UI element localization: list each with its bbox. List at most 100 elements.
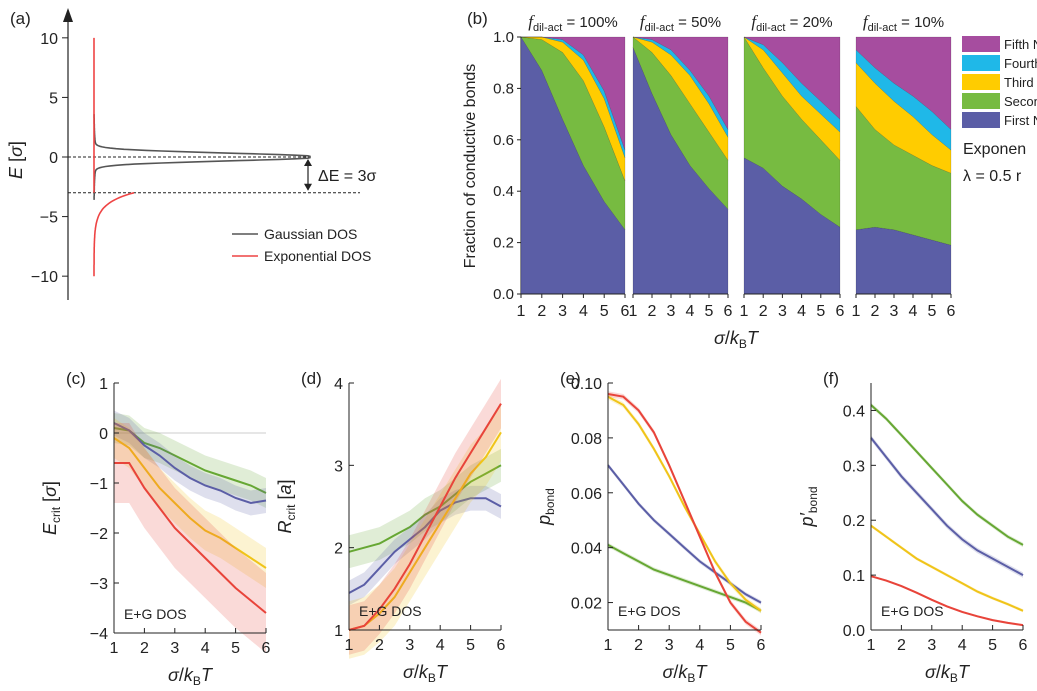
series-line [113,437,267,569]
series-line [870,575,1024,627]
legend-label: Fifth N [1004,37,1037,52]
x-tick-label: 5 [816,303,825,320]
x-tick-label: 1 [852,303,861,320]
y-axis-label: Rcrit [a] [275,479,298,533]
subplot-title: fdil-act = 10% [863,12,944,34]
x-tick-label: 5 [705,303,714,320]
x-tick-label: 1 [345,637,354,654]
y-tick-label: 0.6 [493,132,514,149]
series-line [348,431,502,631]
note-label: E+G DOS [618,603,681,619]
series-line [607,464,762,604]
x-tick-label: 2 [648,303,657,320]
legend-swatch [962,112,1000,128]
x-tick-label: 1 [740,303,749,320]
x-axis-label: σ/kBT [168,665,214,688]
legend-label: Secon [1004,94,1037,109]
x-tick-label: 3 [665,637,674,654]
x-tick-label: 2 [871,303,880,320]
series-band [608,542,761,613]
legend-label: Third [1004,75,1034,90]
stacked-area-layer [632,36,729,139]
stacked-area-layer [632,36,729,162]
panel-label: (f) [823,369,839,388]
series-line [348,497,502,594]
x-tick-label: 5 [466,637,475,654]
y-tick-label: 1 [99,376,108,393]
x-tick-label: 6 [947,303,956,320]
y-tick-label: 0.02 [571,596,602,613]
y-tick-label: 0.4 [843,403,865,420]
panel-b: (b) 0.0 0.2 0.4 0.6 0.8 1.0 Fraction of conduct… [462,9,1037,351]
x-tick-label: 3 [927,637,936,654]
panel-label: (e) [560,369,581,388]
y-tick-label: −2 [90,526,108,543]
x-tick-label: 3 [170,640,179,657]
legend-swatch [962,55,1000,71]
x-tick-label: 1 [867,637,876,654]
panel-a: (a) 10 5 0 −5 −10 E [σ] ΔE = 3σ Gaussian DOS Expo… [6,8,376,300]
series-line [870,524,1024,612]
series-band [871,435,1023,578]
x-tick-label: 1 [629,303,638,320]
stacked-area-layer [521,36,626,151]
y-tick-label: 3 [334,458,343,475]
series-band [349,378,501,655]
x-tick-label: 3 [558,303,567,320]
y-tick-label: 4 [334,376,343,393]
x-tick-label: 2 [537,303,546,320]
series-line [348,464,502,553]
x-axis-label: σ/kBT [403,662,449,685]
legend-swatch [962,36,1000,52]
series-line [870,404,1024,546]
y-tick-label: −1 [90,476,108,493]
series-band [871,524,1023,613]
x-axis-label: σ/kBT [663,662,709,685]
series-line [607,544,762,612]
delta-e-arrow-head-top [304,159,312,166]
series-line [607,395,762,612]
side-text-model: Exponen [963,141,1026,158]
x-tick-label: 4 [436,637,445,654]
panel-d: (d) 1 2 3 4 1 2 3 4 5 6 E+G DOS σ/kBT Rcrit [a] [275,369,506,685]
x-tick-label: 3 [890,303,899,320]
note-label: E+G DOS [881,603,944,619]
y-tick-label: 0 [99,426,108,443]
x-tick-label: 3 [778,303,787,320]
y-axis-arrow [63,8,73,22]
stacked-area-layer [743,36,841,133]
legend-label: First N [1004,113,1037,128]
x-tick-label: 4 [958,637,967,654]
panel-f: (f)0.4 0.3 0.2 0.1 0.01 2 3 4 5 6 E+G DOS σ/kBT p′bo… [797,369,1028,685]
subplot-title: fdil-act = 20% [751,12,832,34]
series-band [608,463,761,605]
y-axis-label: E [σ] [6,141,26,179]
x-tick-label: 5 [726,637,735,654]
y-tick-label: 0.04 [571,541,602,558]
x-tick-label: 3 [667,303,676,320]
x-tick-label: 6 [497,637,506,654]
y-tick-label: 5 [49,90,58,107]
series-band [114,418,266,588]
y-tick-label: 0.08 [571,431,602,448]
series-band [114,423,266,653]
x-tick-label: 2 [375,637,384,654]
x-tick-label: 1 [110,640,119,657]
x-tick-label: 4 [909,303,918,320]
y-axis-label: p′bond [797,486,820,527]
delta-e-arrow-head-bottom [304,183,312,191]
legend-label: Exponential DOS [264,248,371,264]
x-tick-label: 4 [579,303,588,320]
y-axis-label: Fraction of conductive bonds [462,64,479,269]
x-tick-label: 5 [988,637,997,654]
y-tick-label: 1 [334,623,343,640]
series-band [114,410,266,516]
x-tick-label: 6 [724,303,733,320]
y-tick-label: 0.2 [493,235,514,252]
x-tick-label: 6 [621,303,630,320]
y-tick-label: 0.8 [493,80,514,97]
y-tick-label: 0.1 [843,568,865,585]
x-tick-label: 6 [757,637,766,654]
